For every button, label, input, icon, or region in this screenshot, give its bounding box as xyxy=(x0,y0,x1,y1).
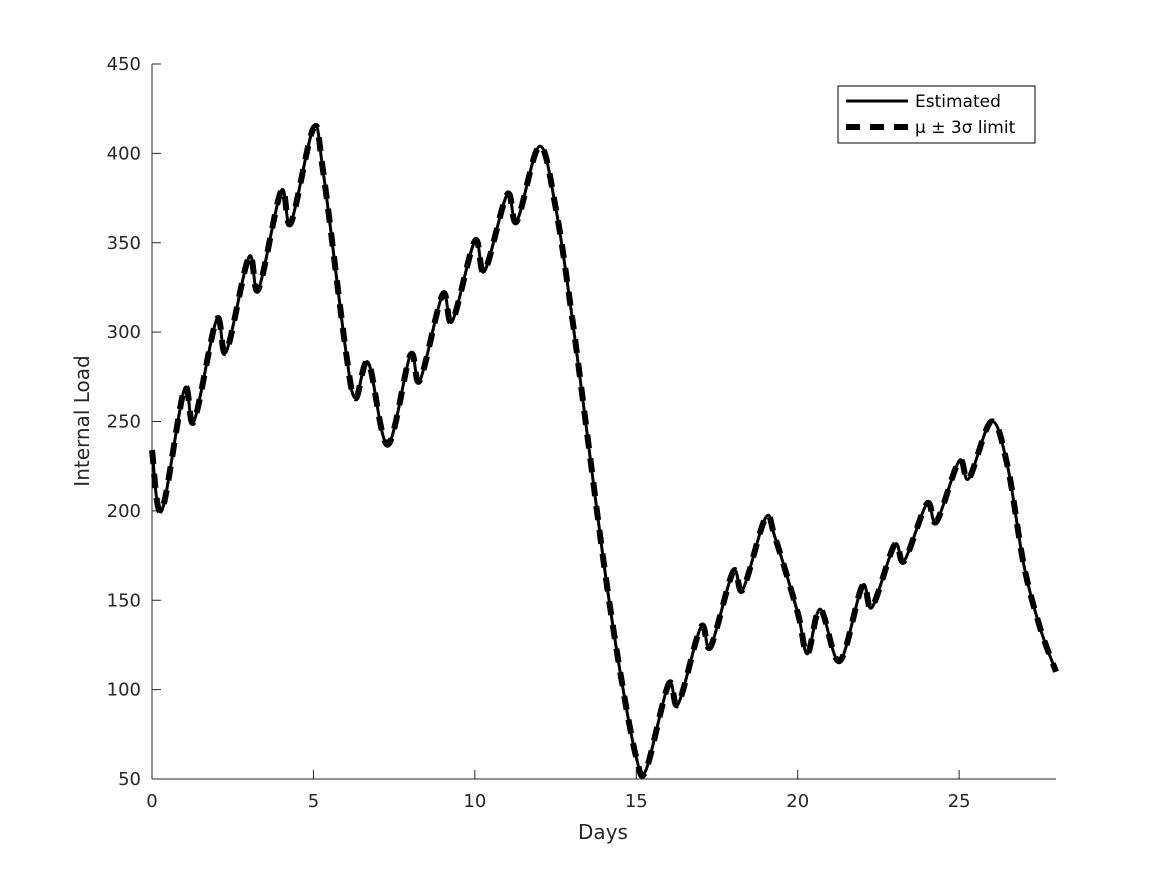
y-tick-label: 450 xyxy=(107,54,141,75)
legend: Estimated μ ± 3σ limit xyxy=(837,85,1036,144)
y-tick-label: 250 xyxy=(107,412,141,433)
series-layer xyxy=(149,123,1059,779)
legend-label-limit: μ ± 3σ limit xyxy=(915,118,1016,138)
y-tick-label: 400 xyxy=(107,143,141,164)
y-axis-label: Internal Load xyxy=(70,355,94,486)
y-tick-label: 100 xyxy=(107,680,141,701)
x-tick-label: 15 xyxy=(625,791,648,812)
x-axis-label: Days xyxy=(578,820,628,844)
y-tick-label: 150 xyxy=(107,590,141,611)
y-tick-label: 200 xyxy=(107,501,141,522)
y-tick-label: 350 xyxy=(107,233,141,254)
y-tick-label: 300 xyxy=(107,322,141,343)
series-line-limit xyxy=(149,123,1059,779)
x-tick-label: 10 xyxy=(463,791,486,812)
legend-box xyxy=(837,85,1036,144)
x-tick-label: 5 xyxy=(308,791,319,812)
x-tick-label: 25 xyxy=(948,791,971,812)
x-tick-label: 0 xyxy=(146,791,157,812)
y-tick-label: 50 xyxy=(118,769,141,790)
x-tick-label: 20 xyxy=(786,791,809,812)
legend-label-estimated: Estimated xyxy=(915,92,1001,112)
chart-axes: 0 5 10 15 20 25 50 100 150 200 250 300 350 400 450 xyxy=(107,54,1056,812)
